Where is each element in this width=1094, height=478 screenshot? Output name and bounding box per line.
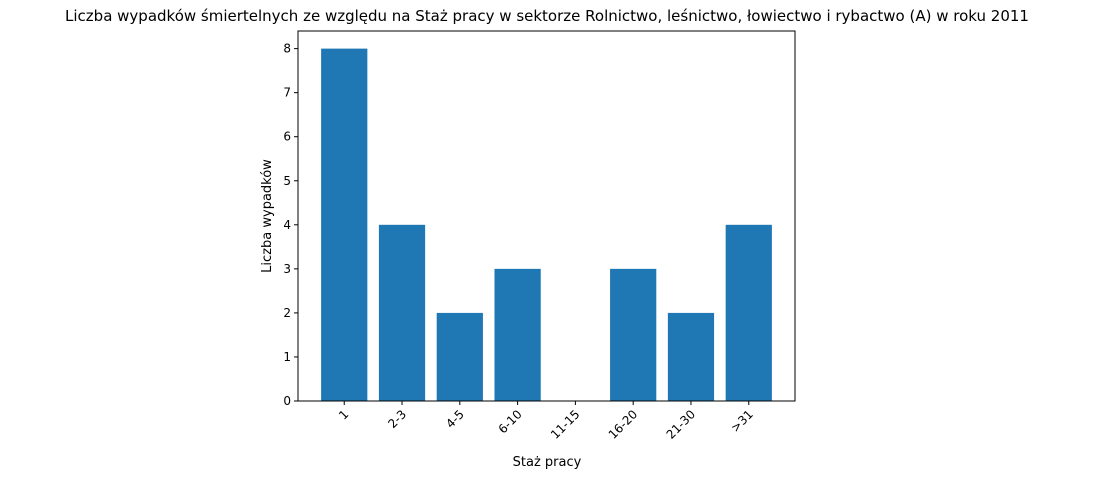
bar-16-20: [610, 268, 657, 401]
x-tick-label: 11-15: [548, 407, 583, 442]
x-tick-label: 2-3: [385, 407, 409, 431]
y-tick-label: 7: [283, 86, 291, 100]
y-tick-label: 4: [283, 218, 291, 232]
bar-4-5: [436, 312, 483, 401]
x-tick-label: 6-10: [496, 407, 525, 436]
plot-frame: [297, 30, 796, 402]
x-axis: 1 2-3 4-5 6-10 11-15 16-20 21-30 >31: [336, 401, 756, 442]
y-tick-label: 8: [283, 42, 291, 56]
x-tick-label: 4-5: [443, 407, 467, 431]
x-tick-label: >31: [728, 407, 756, 435]
x-tick-label: 21-30: [664, 407, 699, 442]
bar-6-10: [494, 268, 541, 401]
y-tick-label: 6: [283, 130, 291, 144]
x-axis-label: Staż pracy: [513, 455, 582, 470]
bar--31: [725, 224, 772, 401]
bar-21-30: [667, 312, 715, 401]
y-tick-label: 5: [283, 174, 291, 188]
x-tick-label: 1: [336, 407, 351, 422]
y-axis: 0 1 2 3 4 5 6 7 8: [283, 42, 298, 408]
bar-1: [321, 48, 368, 401]
y-tick-label: 3: [283, 262, 291, 276]
y-axis-label: Liczba wypadków: [260, 159, 275, 273]
x-tick-label: 16-20: [606, 407, 641, 442]
y-tick-label: 0: [283, 394, 291, 408]
bars-group: [321, 48, 772, 401]
chart-title: Liczba wypadków śmiertelnych ze względu …: [65, 7, 1029, 25]
bar-2-3: [378, 224, 426, 401]
y-tick-label: 2: [283, 306, 291, 320]
y-tick-label: 1: [283, 350, 291, 364]
